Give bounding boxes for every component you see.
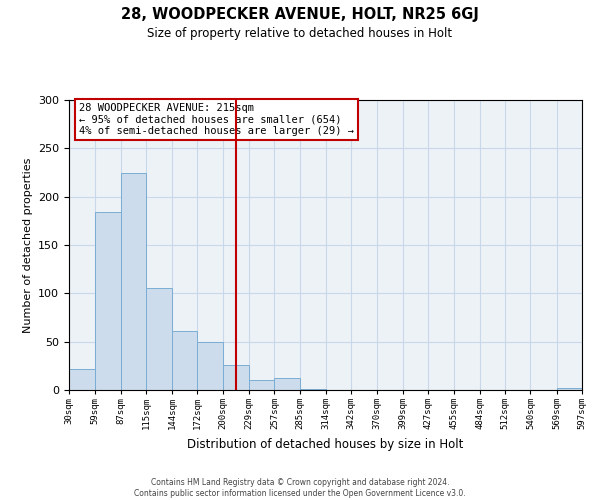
Bar (95, 212, 121, 390)
Bar (197, 342, 223, 390)
Text: Size of property relative to detached houses in Holt: Size of property relative to detached ho… (148, 28, 452, 40)
Text: 28, WOODPECKER AVENUE, HOLT, NR25 6GJ: 28, WOODPECKER AVENUE, HOLT, NR25 6GJ (121, 8, 479, 22)
Bar (146, 288, 172, 390)
Bar (121, 172, 146, 390)
Bar (223, 365, 249, 390)
Text: 28 WOODPECKER AVENUE: 215sqm
← 95% of detached houses are smaller (654)
4% of se: 28 WOODPECKER AVENUE: 215sqm ← 95% of de… (79, 103, 354, 136)
Bar (172, 331, 197, 390)
Bar (557, 388, 582, 390)
Bar (69, 368, 95, 390)
Bar (274, 378, 300, 390)
X-axis label: Distribution of detached houses by size in Holt: Distribution of detached houses by size … (187, 438, 464, 450)
Bar (249, 380, 274, 390)
Text: Contains HM Land Registry data © Crown copyright and database right 2024.
Contai: Contains HM Land Registry data © Crown c… (134, 478, 466, 498)
Bar (300, 389, 326, 390)
Y-axis label: Number of detached properties: Number of detached properties (23, 158, 32, 332)
